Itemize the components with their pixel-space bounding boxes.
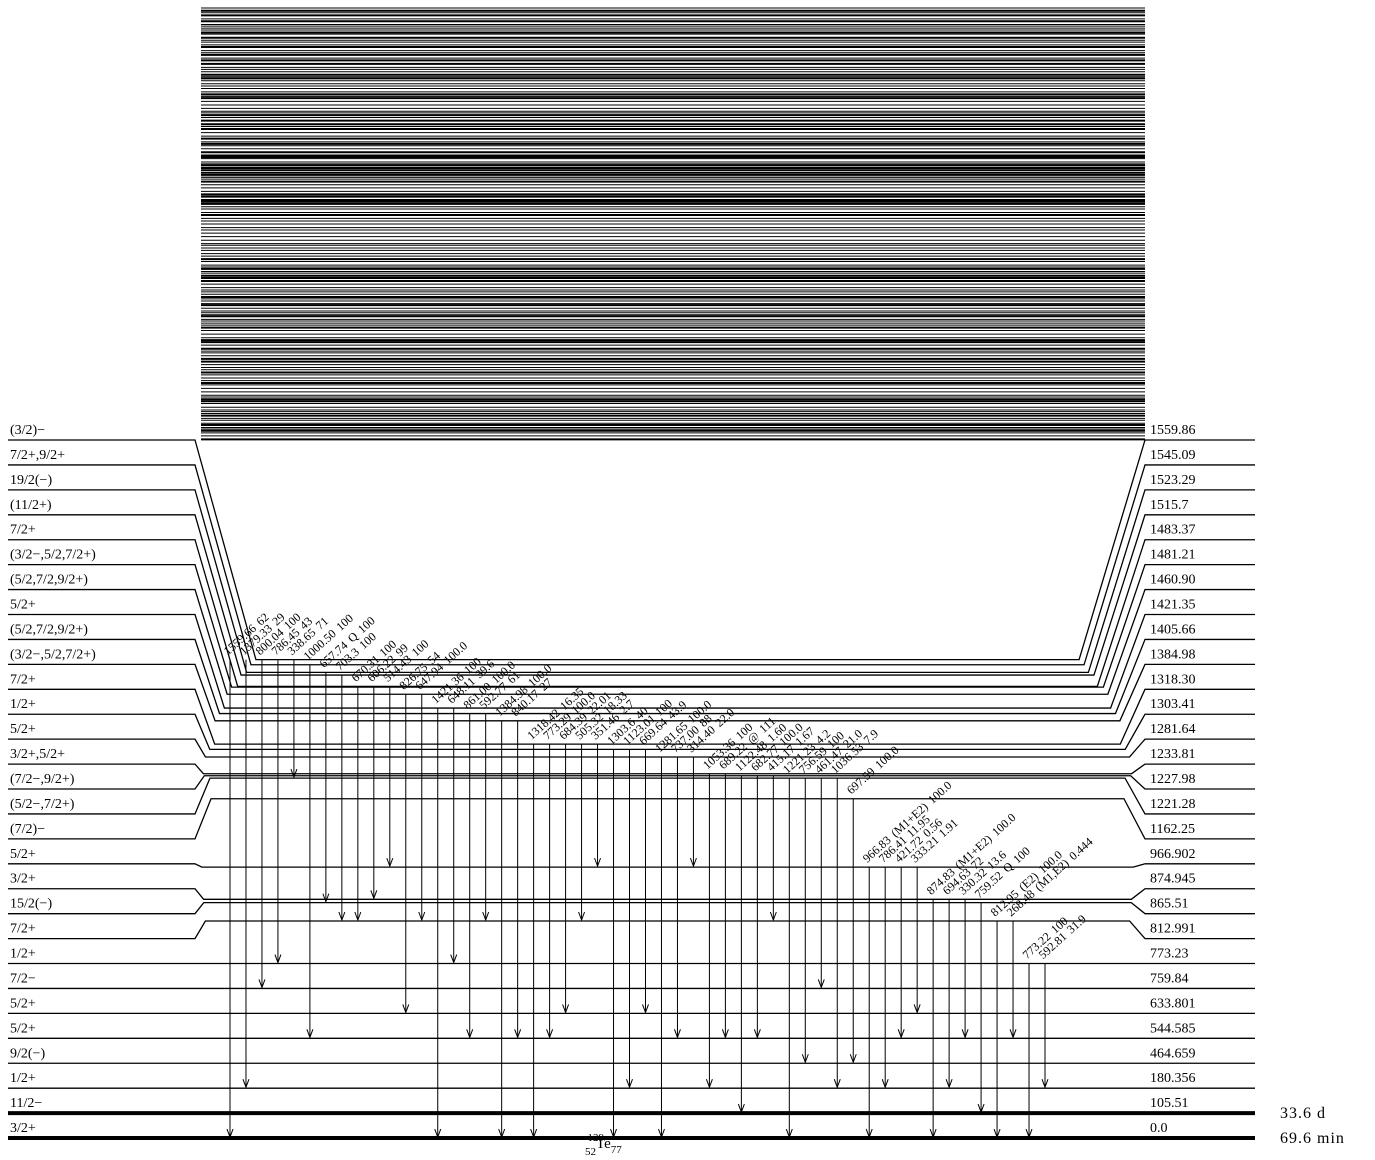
gamma-intensity: 100.0 bbox=[872, 743, 901, 771]
level-spin: 19/2(−) bbox=[10, 473, 52, 488]
level-line bbox=[8, 889, 1255, 900]
level-spin: (7/2)− bbox=[10, 822, 45, 837]
half-life: 69.6 min bbox=[1280, 1130, 1345, 1147]
level-energy: 1545.09 bbox=[1150, 448, 1196, 463]
half-life: 33.6 d bbox=[1280, 1105, 1326, 1122]
level-energy: 105.51 bbox=[1150, 1096, 1189, 1111]
level-line bbox=[8, 515, 1255, 675]
level-energy: 1515.7 bbox=[1150, 498, 1189, 513]
level-spin: 7/2+ bbox=[10, 523, 36, 538]
level-spin: 7/2+ bbox=[10, 922, 36, 937]
level-line bbox=[8, 590, 1255, 695]
gamma-intensity: 31.9 bbox=[1064, 912, 1089, 936]
level-spin: (11/2+) bbox=[10, 498, 52, 513]
level-line bbox=[8, 565, 1255, 687]
level-scheme: 12952Te77 (3/2)− 1559.86 7/2+,9/2+ 1545.09 1… bbox=[0, 0, 1375, 1160]
gamma-label: 268.48(M1,E2)0.444 bbox=[1004, 835, 1096, 920]
level-spin: 3/2+ bbox=[10, 872, 36, 887]
level-spin: 3/2+,5/2+ bbox=[10, 747, 65, 762]
level-spin: (3/2−,5/2,7/2+) bbox=[10, 647, 96, 662]
gamma-intensity: 100.0 bbox=[925, 778, 954, 806]
level-spin: 1/2+ bbox=[10, 947, 36, 962]
level-energy: 812.991 bbox=[1150, 922, 1196, 937]
level-spin: (3/2−,5/2,7/2+) bbox=[10, 548, 96, 563]
level-spin: (5/2,7/2,9/2+) bbox=[10, 622, 88, 637]
level-spin: 7/2+ bbox=[10, 672, 36, 687]
level-line bbox=[8, 903, 1255, 914]
gamma-intensity: 22.0 bbox=[712, 705, 737, 729]
level-energy: 1481.21 bbox=[1150, 548, 1196, 563]
level-energy: 874.945 bbox=[1150, 872, 1196, 887]
level-energy: 1281.64 bbox=[1150, 722, 1196, 737]
level-spin: 1/2+ bbox=[10, 697, 36, 712]
level-spin: 15/2(−) bbox=[10, 897, 52, 912]
level-energy: 966.902 bbox=[1150, 847, 1196, 862]
level-energy: 1559.86 bbox=[1150, 423, 1196, 438]
level-energy: 773.23 bbox=[1150, 947, 1189, 962]
level-energy: 180.356 bbox=[1150, 1071, 1196, 1086]
level-energy: 0.0 bbox=[1150, 1121, 1168, 1136]
level-energy: 865.51 bbox=[1150, 897, 1189, 912]
level-line bbox=[8, 799, 1255, 839]
page: 12952Te77 (3/2)− 1559.86 7/2+,9/2+ 1545.09 1… bbox=[0, 0, 1375, 1160]
level-spin: 5/2+ bbox=[10, 996, 36, 1011]
gamma-intensity: 0.444 bbox=[1066, 835, 1095, 863]
level-energy: 1303.41 bbox=[1150, 697, 1196, 712]
level-spin: 3/2+ bbox=[10, 1121, 36, 1136]
level-energy: 759.84 bbox=[1150, 971, 1189, 986]
level-energy: 1483.37 bbox=[1150, 523, 1196, 538]
level-energy: 1523.29 bbox=[1150, 473, 1196, 488]
level-energy: 1162.25 bbox=[1150, 822, 1195, 837]
level-line bbox=[8, 764, 1255, 774]
level-spin: 5/2+ bbox=[10, 1021, 36, 1036]
level-energy: 1233.81 bbox=[1150, 747, 1196, 762]
level-energy: 464.659 bbox=[1150, 1046, 1196, 1061]
level-spin: 7/2− bbox=[10, 971, 36, 986]
level-energy: 1405.66 bbox=[1150, 622, 1196, 637]
level-energy: 1384.98 bbox=[1150, 647, 1196, 662]
gamma-intensity: 100 bbox=[1010, 844, 1033, 866]
level-energy: 544.585 bbox=[1150, 1021, 1196, 1036]
gamma-intensity: 1.91 bbox=[936, 816, 961, 840]
level-spin: 5/2+ bbox=[10, 598, 36, 613]
level-energy: 1421.35 bbox=[1150, 598, 1196, 613]
level-spin: 9/2(−) bbox=[10, 1046, 45, 1061]
level-spin: 11/2− bbox=[10, 1096, 42, 1111]
level-spin: 1/2+ bbox=[10, 1071, 36, 1086]
level-energy: 1318.30 bbox=[1150, 672, 1196, 687]
level-spin: (5/2,7/2,9/2+) bbox=[10, 573, 88, 588]
level-spin: (5/2−,7/2+) bbox=[10, 797, 75, 812]
level-energy: 633.801 bbox=[1150, 996, 1196, 1011]
level-line bbox=[8, 440, 1255, 660]
atomic-number: 52 bbox=[585, 1146, 596, 1158]
level-spin: (7/2−,9/2+) bbox=[10, 772, 75, 787]
level-line bbox=[8, 778, 1255, 814]
gamma-intensity: 100 bbox=[333, 611, 356, 633]
gamma-energy: 697.59 bbox=[844, 765, 878, 797]
level-spin: 5/2+ bbox=[10, 847, 36, 862]
level-energy: 1227.98 bbox=[1150, 772, 1196, 787]
level-energy: 1460.90 bbox=[1150, 573, 1196, 588]
level-energy: 1221.28 bbox=[1150, 797, 1196, 812]
level-spin: 7/2+,9/2+ bbox=[10, 448, 65, 463]
neutron-number: 77 bbox=[611, 1144, 623, 1156]
gamma-intensity: 100.0 bbox=[989, 810, 1018, 838]
level-spin: (3/2)− bbox=[10, 423, 45, 438]
level-spin: 5/2+ bbox=[10, 722, 36, 737]
